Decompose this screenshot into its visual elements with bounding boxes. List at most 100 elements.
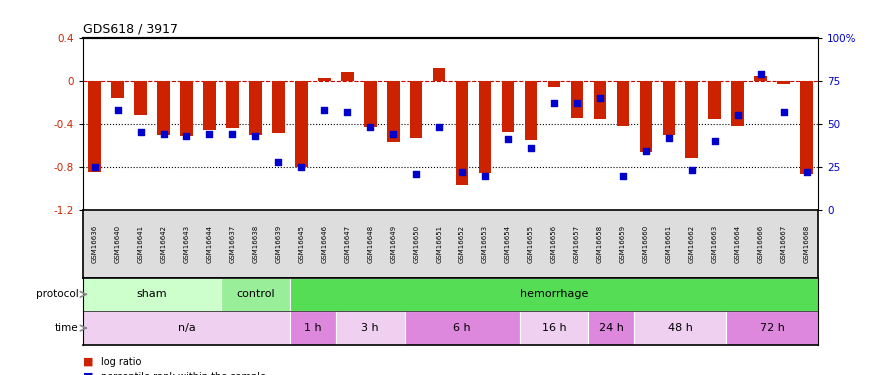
Bar <box>732 81 744 126</box>
Text: n/a: n/a <box>178 323 195 333</box>
Text: GSM16659: GSM16659 <box>620 225 626 263</box>
Text: ■: ■ <box>83 357 94 367</box>
Text: 16 h: 16 h <box>542 323 566 333</box>
Text: GSM16658: GSM16658 <box>597 225 603 263</box>
Bar <box>180 81 192 136</box>
Point <box>134 129 148 135</box>
Text: GSM16663: GSM16663 <box>711 225 718 263</box>
Text: GSM16652: GSM16652 <box>459 225 466 263</box>
Text: time: time <box>55 323 79 333</box>
Text: GSM16661: GSM16661 <box>666 225 672 263</box>
Bar <box>364 81 376 127</box>
Point <box>248 133 262 139</box>
Text: ■: ■ <box>83 372 94 375</box>
Text: GSM16647: GSM16647 <box>344 225 350 263</box>
Bar <box>203 81 216 130</box>
Point <box>478 172 492 178</box>
Point <box>753 71 767 77</box>
Point <box>294 164 308 170</box>
Bar <box>134 81 147 115</box>
Bar <box>640 81 652 152</box>
Bar <box>433 68 445 81</box>
Point <box>777 109 791 115</box>
Text: GSM16646: GSM16646 <box>321 225 327 263</box>
Bar <box>220 278 290 311</box>
Bar <box>404 311 520 345</box>
Bar <box>336 311 404 345</box>
Text: GSM16641: GSM16641 <box>137 225 144 263</box>
Text: GSM16638: GSM16638 <box>252 225 258 263</box>
Text: GSM16666: GSM16666 <box>758 225 764 263</box>
Bar <box>410 81 423 138</box>
Bar <box>249 81 262 135</box>
Point <box>340 109 354 115</box>
Bar <box>685 81 698 158</box>
Point <box>731 112 745 118</box>
Bar <box>634 311 726 345</box>
Point <box>547 100 561 106</box>
Text: GSM16639: GSM16639 <box>276 225 282 263</box>
Text: GSM16636: GSM16636 <box>92 225 98 263</box>
Text: GSM16668: GSM16668 <box>803 225 809 263</box>
Bar <box>479 81 492 173</box>
Bar <box>777 81 790 84</box>
Text: GSM16662: GSM16662 <box>689 225 695 263</box>
Bar <box>226 81 239 128</box>
Text: 3 h: 3 h <box>361 323 379 333</box>
Text: GSM16651: GSM16651 <box>436 225 442 263</box>
Bar <box>387 81 400 142</box>
Point <box>271 159 285 165</box>
Point <box>410 171 423 177</box>
Point <box>110 107 124 113</box>
Bar <box>88 81 101 172</box>
Text: GSM16664: GSM16664 <box>735 225 741 263</box>
Bar <box>290 311 336 345</box>
Point <box>88 164 102 170</box>
Point <box>501 136 515 142</box>
Point <box>179 133 193 139</box>
Bar <box>456 81 468 185</box>
Text: 72 h: 72 h <box>760 323 785 333</box>
Text: GSM16642: GSM16642 <box>160 225 166 263</box>
Text: GSM16644: GSM16644 <box>206 225 213 263</box>
Bar <box>548 81 560 87</box>
Point <box>226 131 240 137</box>
Bar <box>754 76 767 81</box>
Text: GSM16667: GSM16667 <box>780 225 787 263</box>
Point <box>685 167 699 173</box>
Bar <box>801 81 813 174</box>
Point <box>570 100 584 106</box>
Bar <box>501 81 514 132</box>
Bar <box>662 81 676 135</box>
Text: hemorrhage: hemorrhage <box>520 290 588 299</box>
Bar <box>570 81 584 118</box>
Text: GSM16637: GSM16637 <box>229 225 235 263</box>
Text: GSM16653: GSM16653 <box>482 225 488 263</box>
Text: sham: sham <box>136 290 167 299</box>
Point <box>662 135 676 141</box>
Text: GSM16645: GSM16645 <box>298 225 304 263</box>
Text: GSM16650: GSM16650 <box>413 225 419 263</box>
Bar <box>726 311 818 345</box>
Bar <box>83 311 290 345</box>
Text: GSM16657: GSM16657 <box>574 225 580 263</box>
Bar <box>290 278 818 311</box>
Bar <box>589 311 634 345</box>
Text: 6 h: 6 h <box>453 323 471 333</box>
Text: control: control <box>236 290 275 299</box>
Text: GSM16655: GSM16655 <box>528 225 534 263</box>
Bar <box>341 72 354 81</box>
Point <box>616 172 630 178</box>
Text: 48 h: 48 h <box>668 323 693 333</box>
Text: GSM16649: GSM16649 <box>390 225 396 263</box>
Point <box>157 131 171 137</box>
Bar <box>593 81 606 120</box>
Text: GSM16643: GSM16643 <box>184 225 190 263</box>
Point <box>639 148 653 154</box>
Point <box>363 124 377 130</box>
Point <box>800 169 814 175</box>
Point <box>318 107 332 113</box>
Point <box>455 169 469 175</box>
Text: protocol: protocol <box>36 290 79 299</box>
Bar <box>617 81 629 126</box>
